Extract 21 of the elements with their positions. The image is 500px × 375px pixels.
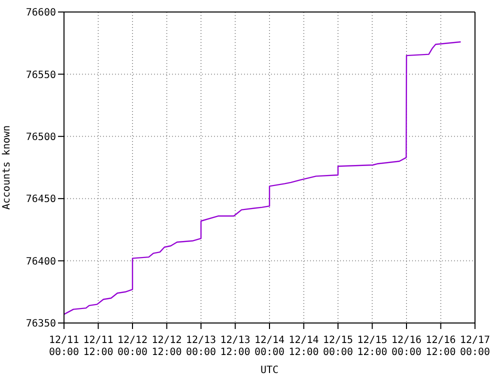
- y-tick-label: 76450: [26, 194, 56, 206]
- x-tick-label: 12/12 12:00: [152, 335, 182, 358]
- y-tick-label: 76350: [26, 318, 56, 330]
- x-tick-label: 12/16 12:00: [426, 335, 456, 358]
- x-tick-label: 12/16 00:00: [391, 335, 422, 358]
- x-tick-label: 12/13 00:00: [186, 335, 216, 358]
- x-tick-label: 12/14 12:00: [288, 335, 319, 358]
- y-tick-label: 76500: [26, 132, 56, 143]
- x-tick-label: 12/15 12:00: [357, 335, 388, 358]
- x-tick-label: 12/12 00:00: [117, 335, 148, 358]
- y-axis-title: Accounts known: [2, 125, 13, 210]
- x-tick-label: 12/13 12:00: [220, 335, 250, 358]
- x-axis-title: UTC: [260, 365, 279, 375]
- y-tick-label: 76400: [26, 256, 56, 268]
- y-tick-label: 76550: [26, 70, 56, 81]
- x-tick-label: 12/15 00:00: [322, 335, 354, 358]
- x-tick-label: 12/11 12:00: [83, 335, 114, 358]
- x-tick-label: 12/14 00:00: [254, 335, 285, 358]
- y-tick-label: 76600: [26, 8, 56, 19]
- x-tick-label: 12/11 00:00: [48, 335, 80, 358]
- x-tick-label: 12/17 00:00: [460, 335, 490, 358]
